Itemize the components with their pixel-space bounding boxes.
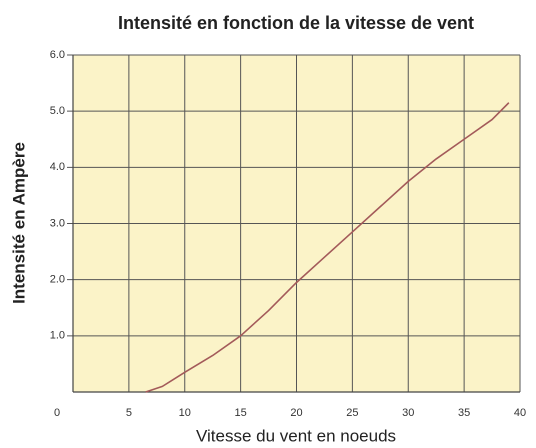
x-tick-label: 20 <box>290 407 302 419</box>
y-tick-label: 3.0 <box>50 217 65 229</box>
y-tick-label: 5.0 <box>50 105 65 117</box>
y-tick-label: 2.0 <box>50 274 65 286</box>
x-tick-label: 35 <box>458 407 470 419</box>
y-axis-label: Intensité en Ampère <box>9 142 28 304</box>
y-tick-label: 6.0 <box>50 49 65 61</box>
x-tick-label: 40 <box>514 407 526 419</box>
x-tick-label: 0 <box>54 407 60 419</box>
y-tick-label: 4.0 <box>50 161 65 173</box>
x-tick-label: 10 <box>179 407 191 419</box>
x-tick-label: 5 <box>126 407 132 419</box>
x-tick-label: 25 <box>346 407 358 419</box>
x-tick-label: 15 <box>235 407 247 419</box>
x-tick-label: 30 <box>402 407 414 419</box>
chart-title: Intensité en fonction de la vitesse de v… <box>118 13 474 33</box>
y-tick-label: 1.0 <box>50 330 65 342</box>
data-line <box>145 102 510 393</box>
x-axis-label: Vitesse du vent en noeuds <box>196 426 396 445</box>
